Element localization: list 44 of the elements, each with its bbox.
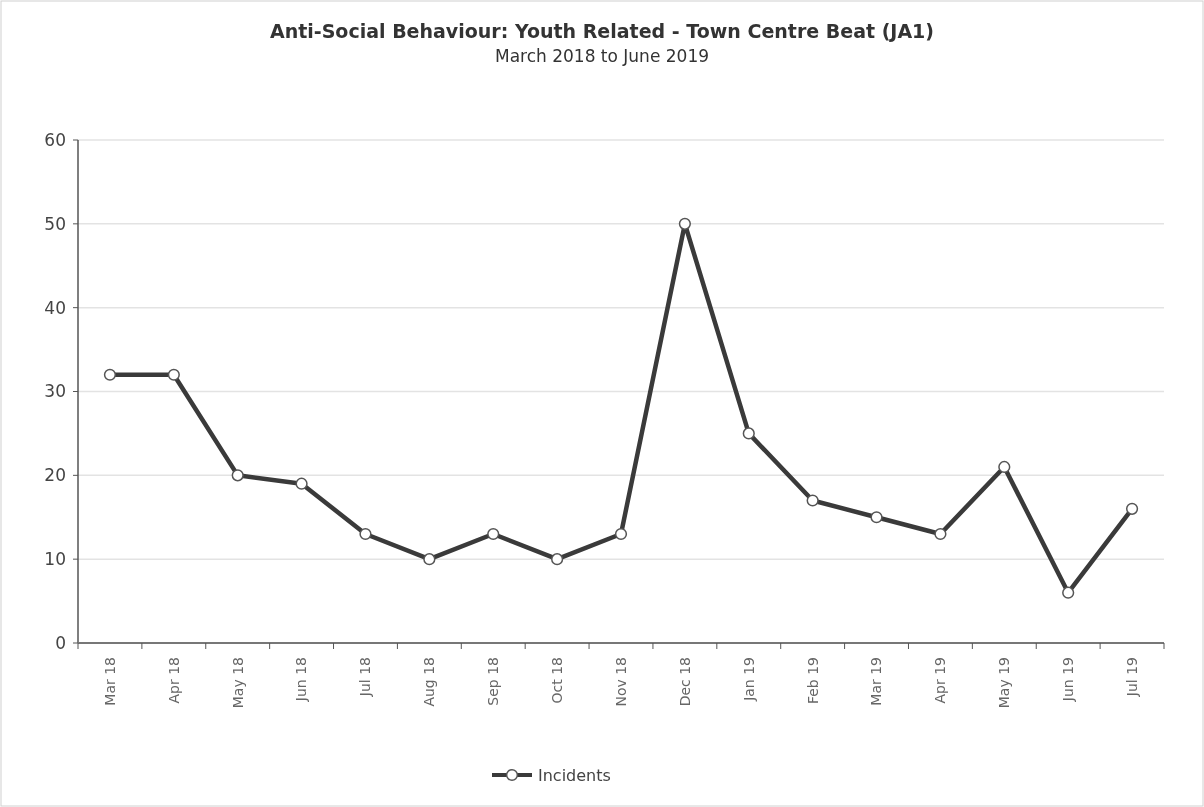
x-tick-label: May 19 [996,657,1013,709]
point [614,527,628,541]
x-tick-label: Mar 18 [101,657,118,706]
point [167,368,180,381]
x-tick-label: Jun 19 [1060,657,1077,703]
y-tick-label: 0 [55,632,66,653]
point [359,527,372,541]
x-tick-label: Jul 19 [1123,657,1140,698]
y-tick-label: 60 [44,129,66,150]
point [103,368,117,381]
point [870,511,883,524]
x-tick-label: Feb 19 [804,657,821,705]
point [1062,586,1075,599]
point [423,553,436,566]
point [806,494,819,507]
y-tick-label: 30 [44,381,66,402]
x-tick-label: Dec 18 [676,657,693,707]
x-tick-label: Jun 18 [293,657,310,703]
chart-subtitle: March 2018 to June 2019 [494,46,710,66]
y-tick-label: 40 [44,297,66,318]
x-tick-label: Jul 18 [357,657,374,698]
chart-title: Anti-Social Behaviour: Youth Related - Town Centre Beat (JA1) [269,20,935,42]
x-tick-label: Mar 19 [868,657,885,706]
point [231,469,244,482]
point [934,527,947,541]
y-tick-label: 20 [44,465,66,486]
x-tick-label: Sep 18 [485,657,502,706]
y-tick-label: 50 [44,213,66,234]
x-tick-label: Jan 19 [740,657,757,702]
x-tick-label: Oct 18 [549,657,566,704]
x-tick-label: May 18 [229,657,246,709]
y-tick-label: 10 [44,549,66,570]
x-tick-label: Apr 18 [165,657,182,704]
x-tick-label: Apr 19 [932,657,949,704]
point [1125,502,1139,515]
x-tick-label: Nov 18 [612,657,629,707]
point [487,527,500,541]
point [295,477,308,490]
x-tick-label: Aug 18 [421,657,438,707]
point [678,217,691,230]
point [551,553,564,566]
legend-label: Incidents [538,765,611,785]
point [742,427,755,440]
point [998,460,1011,474]
